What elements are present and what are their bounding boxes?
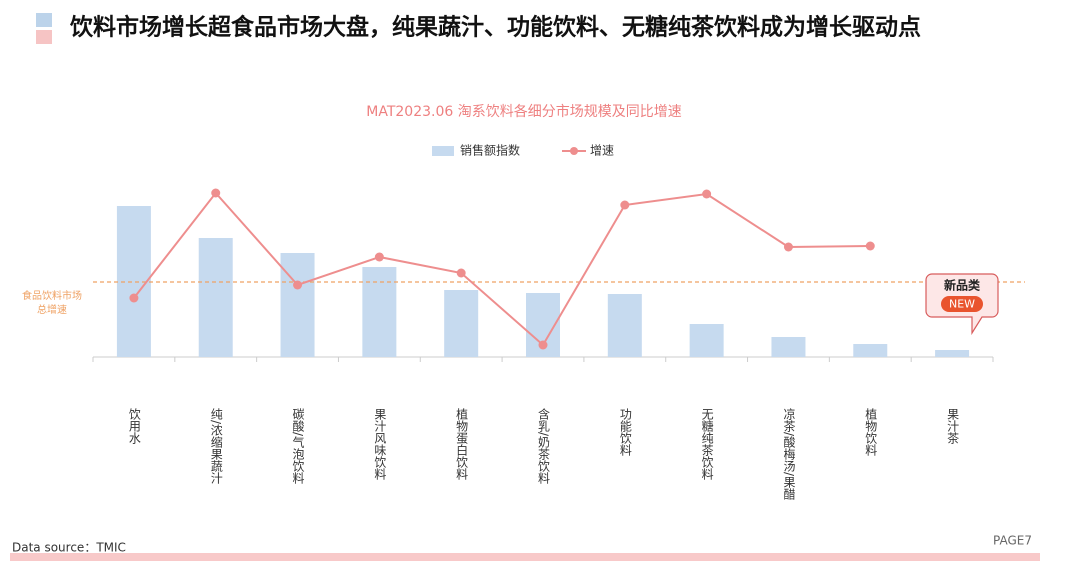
x-tick-label: 功能饮料	[618, 408, 632, 456]
x-tick-label: 果汁茶	[946, 408, 960, 444]
chart-title: MAT2023.06 淘系饮料各细分市场规模及同比增速	[366, 103, 681, 120]
bar	[607, 294, 642, 357]
header-title: 饮料市场增长超食品市场大盘，纯果蔬汁、功能饮料、无糖纯茶饮料成为增长驱动点	[69, 14, 921, 41]
line-point	[293, 280, 303, 290]
bar	[689, 324, 724, 357]
header-square	[36, 30, 52, 44]
line-point	[374, 252, 384, 262]
callout-badge	[941, 296, 983, 312]
line-point	[783, 242, 793, 252]
x-tick-label: 碳酸/气泡饮料	[291, 408, 305, 484]
line-point	[211, 188, 221, 198]
x-tick-label: 无糖纯茶饮料	[700, 408, 714, 480]
header-square	[36, 13, 52, 27]
line-point	[456, 268, 466, 278]
x-tick-label: 植物饮料	[864, 407, 878, 456]
page-number: PAGE7	[993, 534, 1032, 548]
x-tick-label: 含乳/奶茶饮料	[537, 407, 551, 484]
legend-swatch	[570, 147, 578, 155]
legend-label: 增速	[590, 144, 614, 158]
bar	[198, 238, 233, 357]
legend-label: 销售额指数	[460, 143, 520, 158]
bar	[853, 344, 888, 357]
x-tick-label: 植物蛋白饮料	[455, 407, 469, 480]
line-point	[702, 189, 712, 199]
x-tick-label: 饮用水	[127, 408, 141, 444]
x-tick-label: 凉茶/酸梅汤/果醋	[782, 407, 796, 501]
callout-text: 新品类	[944, 278, 981, 293]
line	[133, 191, 871, 347]
x-tick-label: 纯/浓缩果蔬汁	[209, 408, 223, 485]
line-point	[129, 293, 139, 303]
line-point	[620, 200, 630, 210]
reference-label: 食品饮料市场总增速	[22, 289, 82, 316]
bar	[362, 267, 397, 357]
bar	[771, 337, 806, 357]
callout-badge-text: NEW	[949, 298, 975, 311]
x-tick-label: 果汁风味饮料	[373, 408, 387, 480]
line-point	[865, 241, 875, 251]
bar	[444, 290, 479, 357]
line-point	[538, 340, 548, 350]
source: Data source：TMIC	[12, 541, 126, 555]
footer-bar	[10, 553, 1040, 561]
bar	[935, 350, 970, 357]
legend-swatch	[432, 146, 454, 156]
bar	[280, 253, 315, 357]
